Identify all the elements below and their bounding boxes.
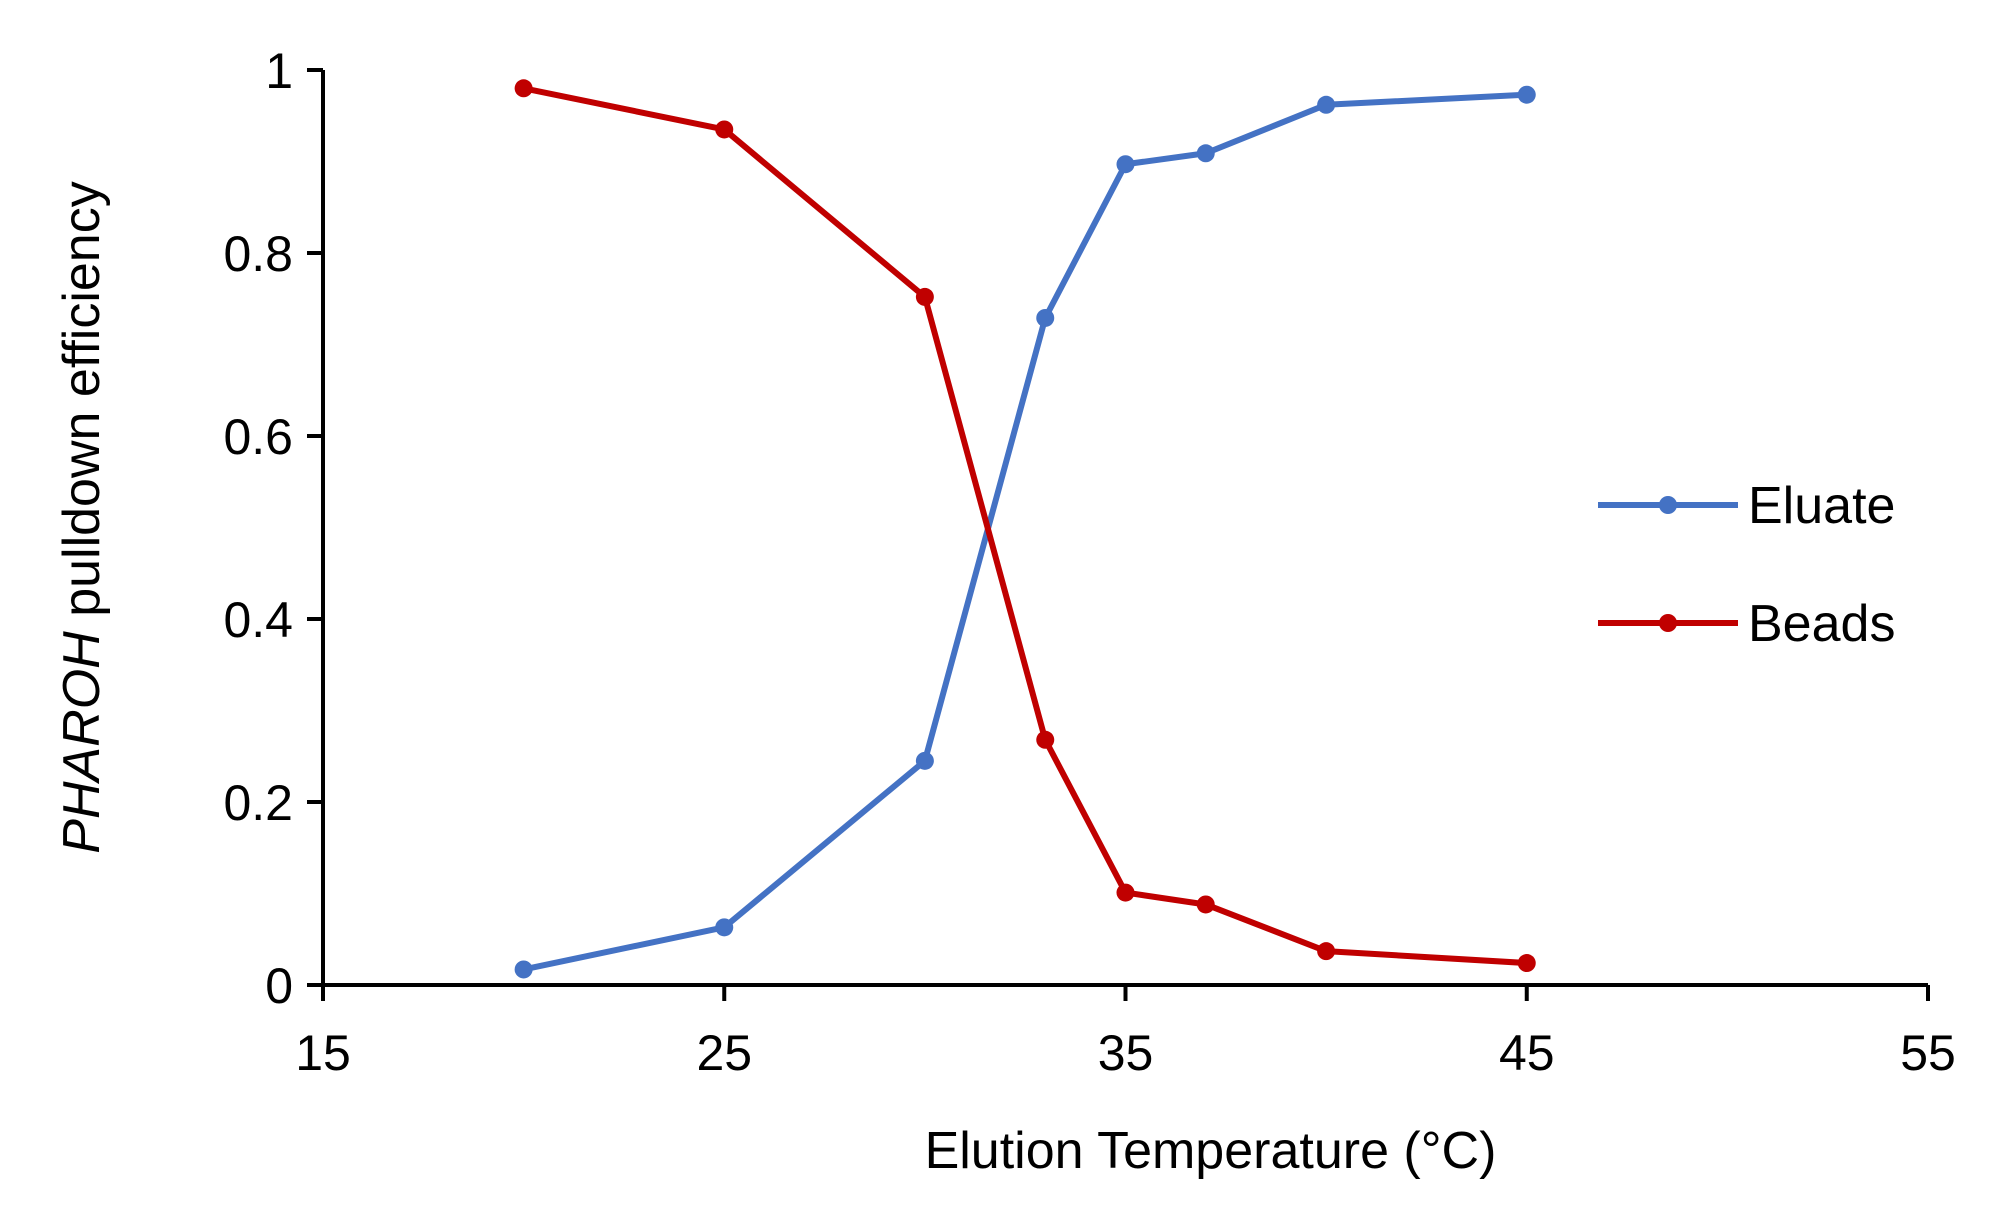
data-point-beads: [715, 120, 734, 139]
x-tick-label: 55: [1900, 1025, 1956, 1081]
data-point-eluate: [1517, 85, 1536, 104]
data-point-beads: [1116, 883, 1135, 902]
y-tick-label: 0.4: [223, 592, 293, 648]
data-point-beads: [1196, 895, 1215, 914]
data-point-beads: [1036, 730, 1055, 749]
data-point-beads: [514, 79, 533, 98]
series-line-eluate: [523, 91, 1527, 973]
axes: 0 0.2 0.4 0.6 0.8 1 15 25 35 45 55: [223, 43, 1955, 1081]
legend: Eluate Beads: [1598, 477, 1895, 653]
y-tick-label: 1: [265, 43, 293, 99]
x-tick-label: 15: [295, 1025, 351, 1081]
legend-swatch-marker: [1659, 496, 1677, 514]
legend-item-eluate: Eluate: [1598, 477, 1895, 535]
data-point-eluate: [1196, 144, 1215, 163]
y-tick-label: 0: [265, 958, 293, 1014]
legend-item-beads: Beads: [1598, 595, 1895, 653]
y-tick-label: 0.8: [223, 226, 293, 282]
data-point-eluate: [514, 960, 533, 979]
data-point-eluate: [1317, 95, 1336, 114]
y-tick-label: 0.6: [223, 409, 293, 465]
series-layer: [514, 79, 1536, 979]
legend-swatch-marker: [1659, 614, 1677, 632]
data-point-beads: [1517, 954, 1536, 973]
legend-label: Beads: [1748, 595, 1895, 653]
x-tick-label: 25: [696, 1025, 752, 1081]
series-line-beads: [523, 85, 1527, 967]
y-axis-title-rest: pulldown efficiency: [53, 181, 111, 631]
data-point-eluate: [1036, 308, 1055, 327]
y-tick-label: 0.2: [223, 775, 293, 831]
x-axis-title: Elution Temperature (°C): [925, 1122, 1497, 1180]
data-point-eluate: [1116, 155, 1135, 174]
legend-label: Eluate: [1748, 477, 1895, 535]
x-tick-label: 35: [1098, 1025, 1154, 1081]
series-eluate: [514, 85, 1536, 979]
data-point-beads: [1317, 942, 1336, 961]
data-point-eluate: [715, 918, 734, 937]
data-point-beads: [915, 287, 934, 306]
data-point-eluate: [915, 751, 934, 770]
y-axis-title-italic: PHAROH: [53, 631, 111, 854]
x-tick-label: 45: [1499, 1025, 1555, 1081]
y-axis-title: PHAROH pulldown efficiency: [53, 181, 111, 853]
series-beads: [514, 79, 1536, 973]
